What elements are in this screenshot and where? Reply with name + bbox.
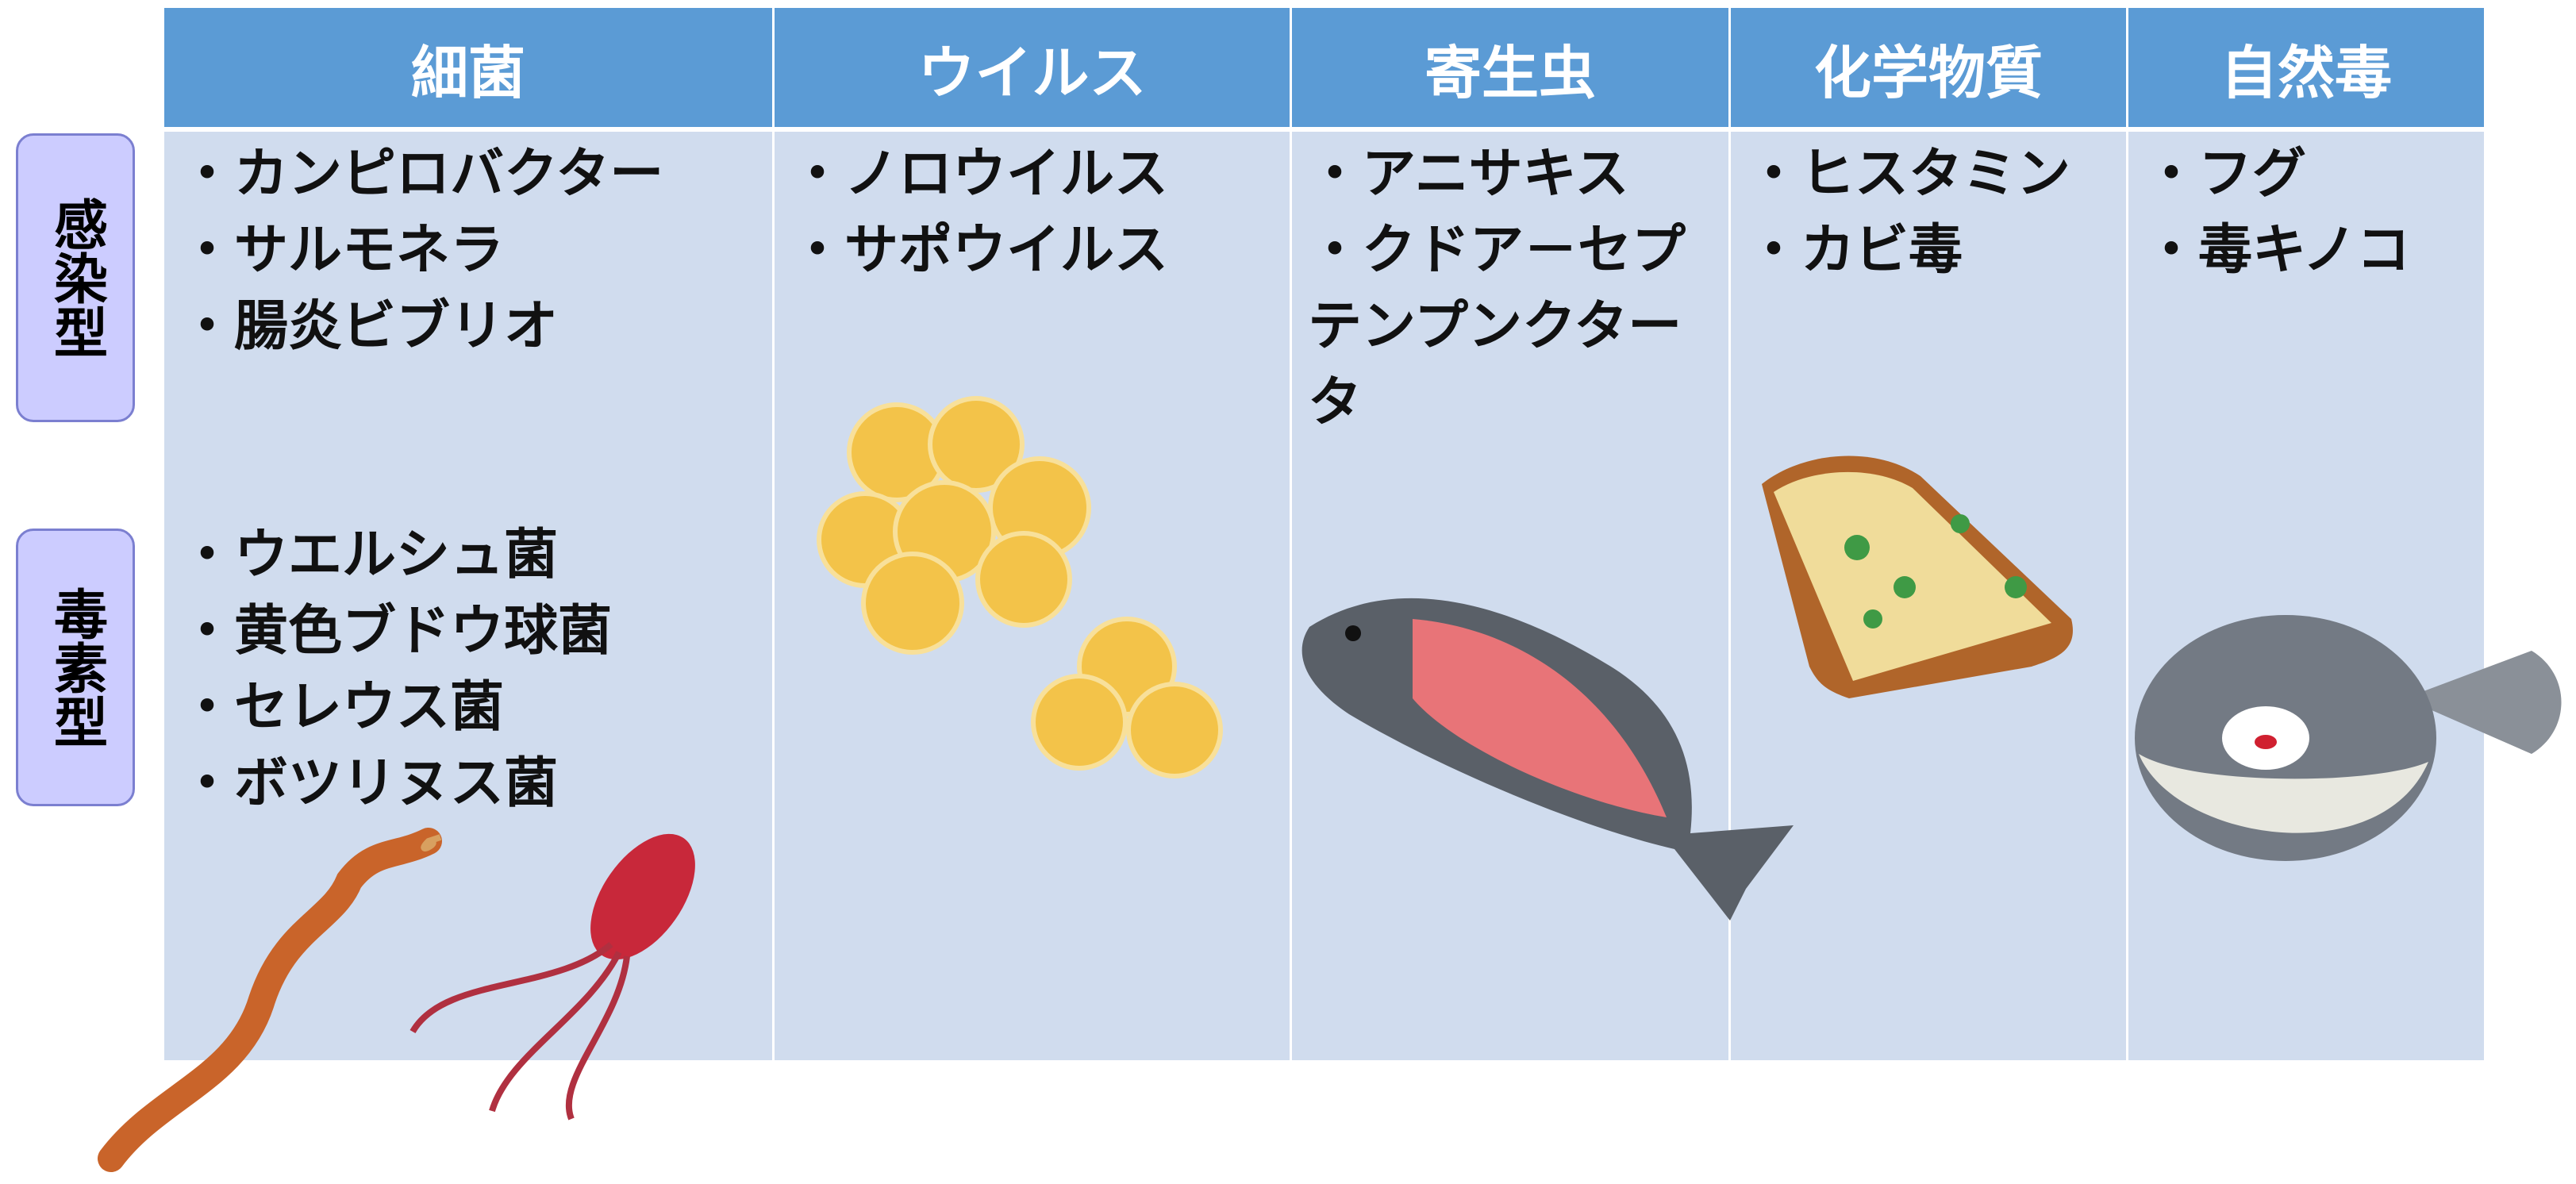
list-item: ・ボツリヌス菌 [180, 752, 559, 815]
list-item: ・カビ毒 [1747, 219, 1963, 282]
row-label: 毒素型 [16, 529, 135, 806]
list-item: ・クドア－セプテンプンクタータ [1308, 219, 1686, 434]
pufferfish-illustration [2135, 615, 2562, 861]
column-header: 化学物質 [1731, 8, 2126, 127]
list-item: ・サポウイルス [790, 219, 1169, 282]
bacterium-illustration [98, 828, 442, 1172]
column-header: 自然毒 [2128, 8, 2484, 127]
bacterium-illustration [421, 834, 442, 851]
list-item: ・黄色ブドウ球菌 [180, 600, 613, 663]
fish-illustration [1301, 598, 1794, 921]
bread-illustration [1762, 456, 2073, 698]
bacterium-illustration [590, 833, 695, 960]
list-item: ・ウエルシュ菌 [180, 524, 559, 586]
list-item: ・腸炎ビブリオ [180, 295, 559, 358]
list-item: ・カンピロバクター [180, 143, 664, 206]
column-header: 細菌 [164, 8, 772, 127]
virus-illustration [817, 396, 1223, 778]
list-item: ・セレウス菌 [180, 676, 505, 739]
column-header: ウイルス [775, 8, 1290, 127]
row-label: 感染型 [16, 133, 135, 422]
list-item: ・ノロウイルス [790, 143, 1169, 206]
table-cell [2128, 132, 2484, 1060]
list-item: ・サルモネラ [180, 219, 505, 282]
list-item: ・アニサキス [1308, 143, 1629, 206]
table-cell [1292, 132, 1728, 1060]
list-item: ・ヒスタミン [1747, 143, 2071, 206]
list-item: ・フグ [2144, 143, 2307, 206]
list-item: ・毒キノコ [2144, 219, 2411, 282]
bacterium-illustration [409, 941, 630, 1121]
column-header: 寄生虫 [1292, 8, 1728, 127]
